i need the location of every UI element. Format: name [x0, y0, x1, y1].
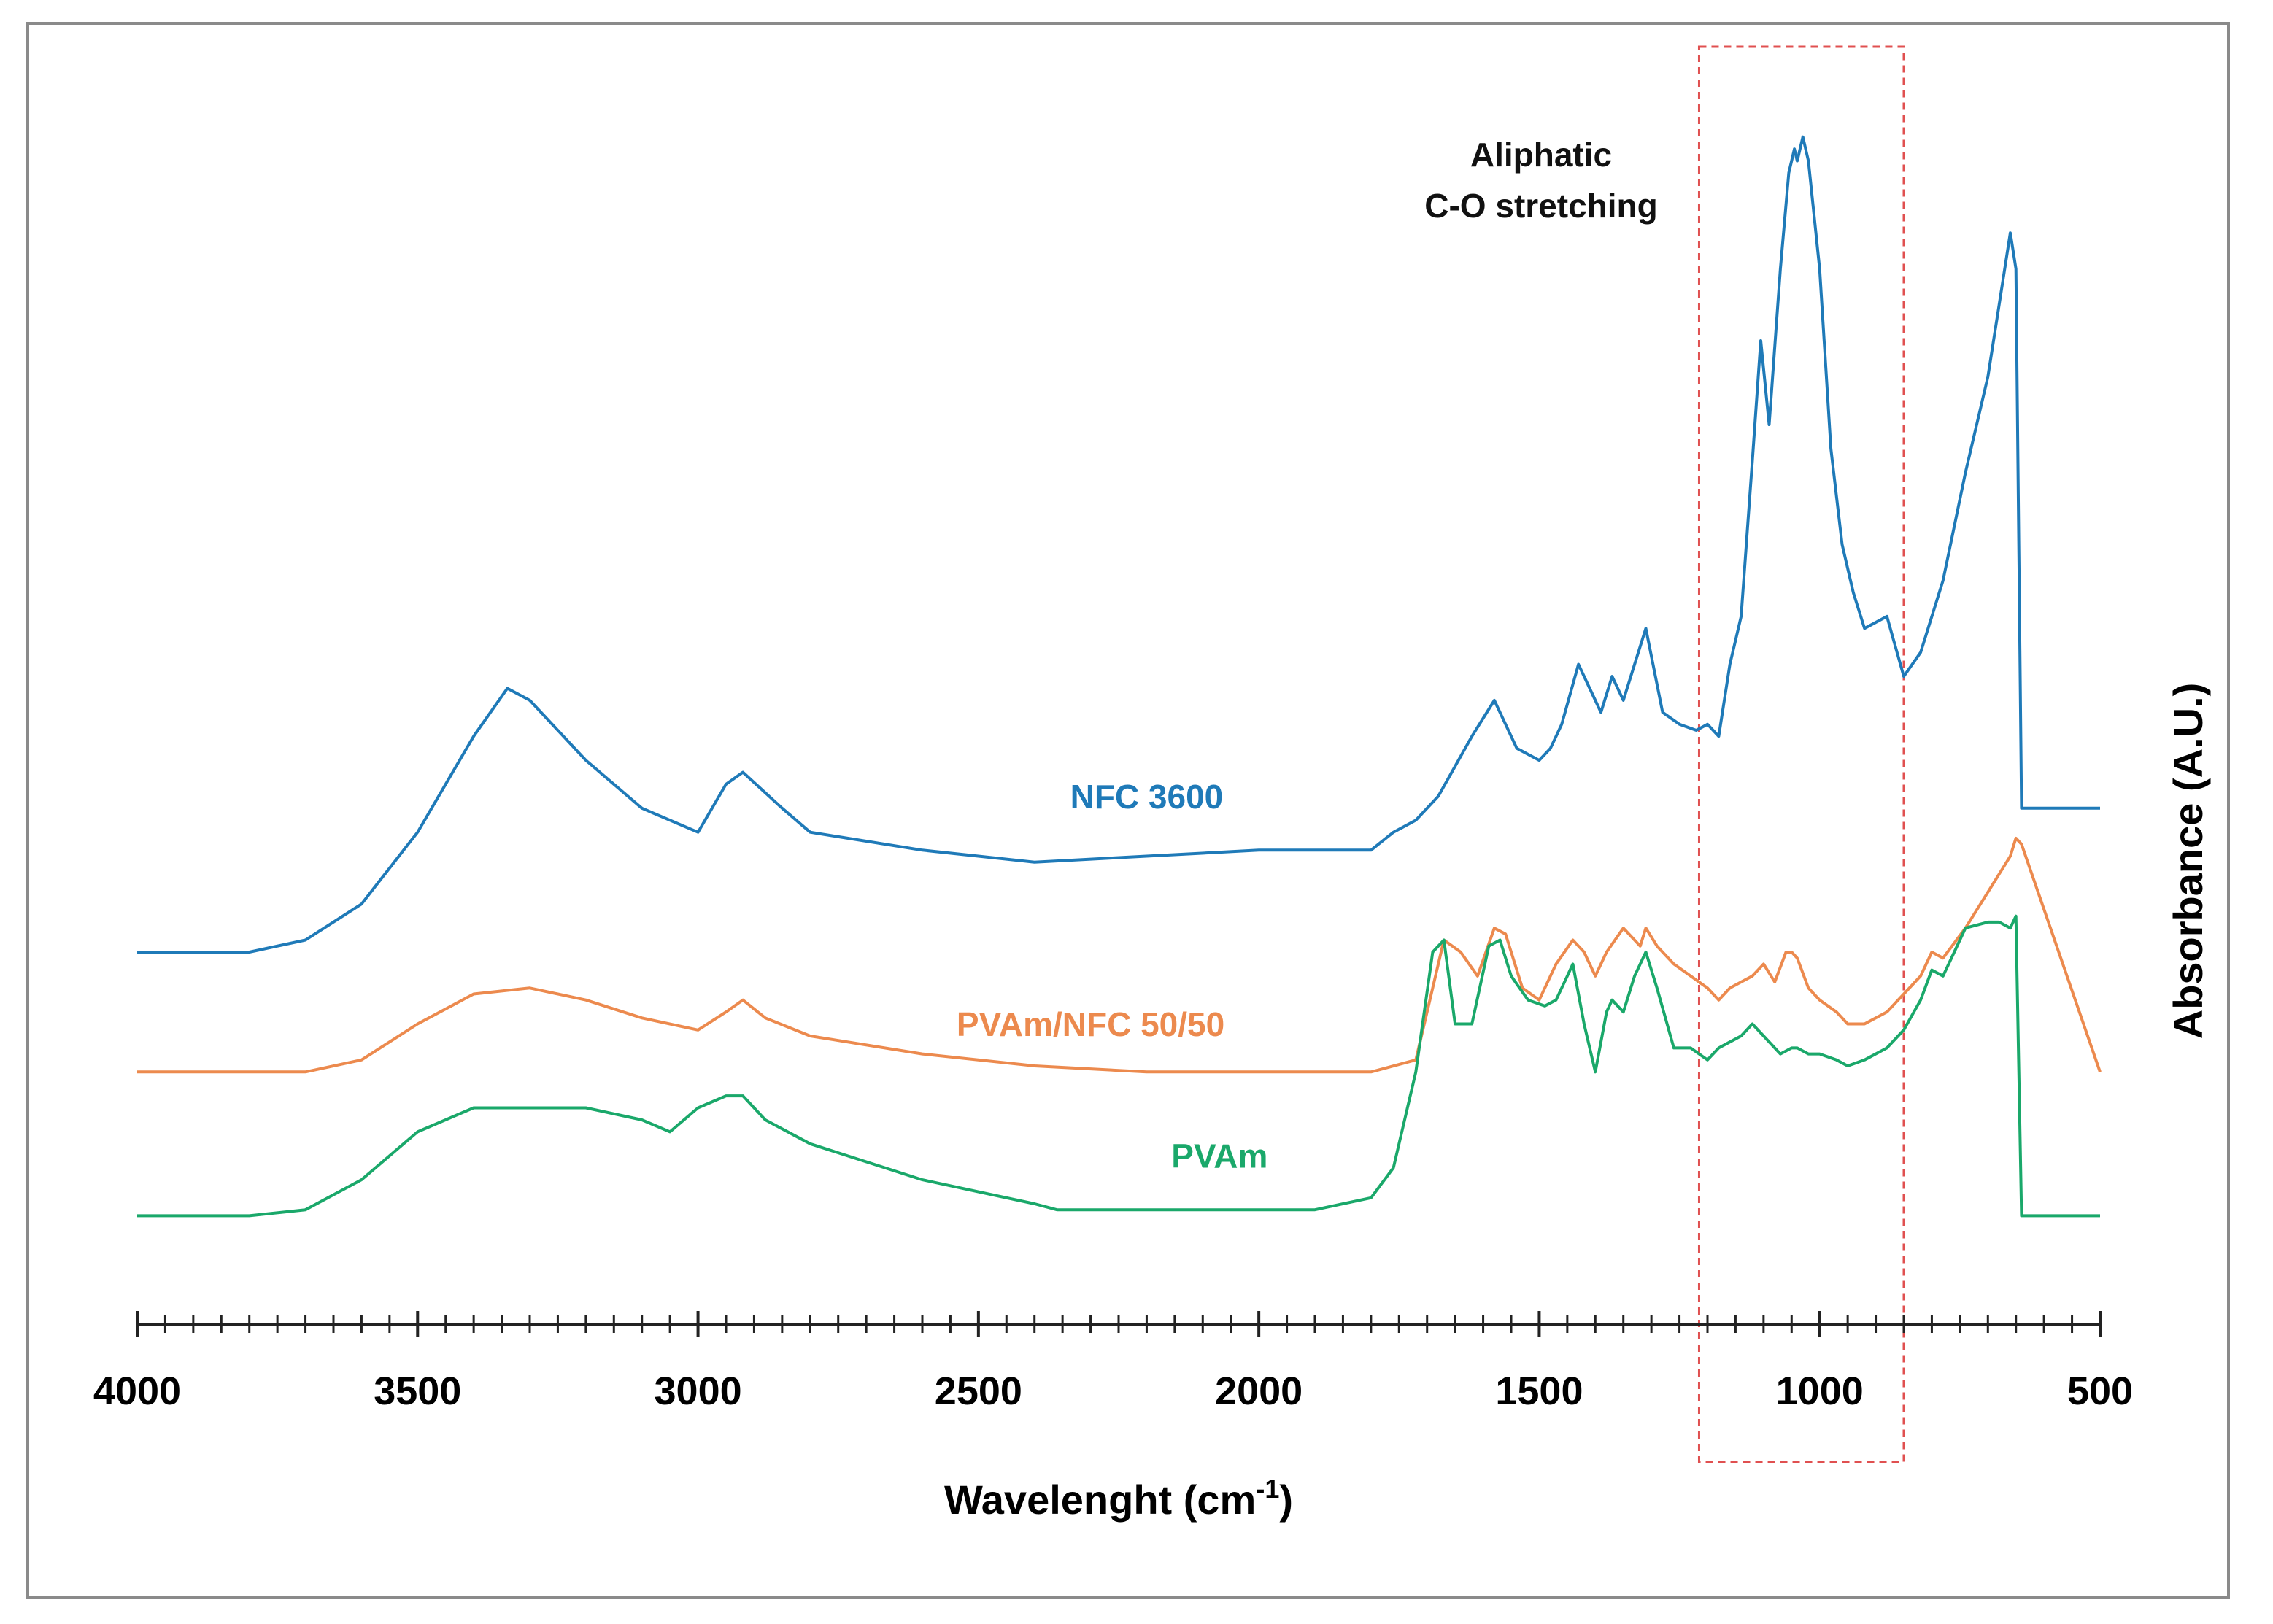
x-axis-ticks: 4000 3500 3000 2500 2000 1500 1000 500 — [93, 1311, 2133, 1413]
x-axis-title-superscript: -1 — [1256, 1474, 1279, 1504]
x-tick-label: 2000 — [1215, 1369, 1303, 1413]
x-tick-label: 500 — [2067, 1369, 2133, 1413]
series-labels: NFC 3600 PVAm/NFC 50/50 PVAm — [957, 778, 1267, 1175]
x-tick-label: 1000 — [1776, 1369, 1864, 1413]
series-line-pvam-nfc-50-50 — [137, 836, 2102, 1074]
series-line-pvam — [137, 914, 2100, 1218]
series-label: PVAm/NFC 50/50 — [957, 1005, 1224, 1043]
x-tick-label: 3500 — [374, 1369, 461, 1413]
x-tick-label: 2500 — [935, 1369, 1022, 1413]
series-label: PVAm — [1171, 1137, 1267, 1175]
series-line-nfc-3600 — [137, 135, 2100, 954]
x-axis-title-main: Wavelenght (cm — [944, 1477, 1256, 1523]
x-axis-title-close: ) — [1279, 1477, 1293, 1523]
annotation-highlight-box — [1697, 45, 1905, 1463]
y-axis-title: Absorbance (A.U.) — [2165, 683, 2211, 1040]
x-axis-title: Wavelenght (cm-1) — [944, 1474, 1293, 1523]
series-group — [137, 135, 2102, 1218]
annotation-line-1: Aliphatic — [1470, 136, 1612, 174]
annotation-line-2: C-O stretching — [1424, 187, 1657, 225]
x-tick-label: 1500 — [1495, 1369, 1583, 1413]
x-tick-label: 3000 — [655, 1369, 742, 1413]
x-tick-label: 4000 — [93, 1369, 181, 1413]
figure-frame — [26, 22, 2230, 1599]
series-label: NFC 3600 — [1070, 778, 1224, 816]
